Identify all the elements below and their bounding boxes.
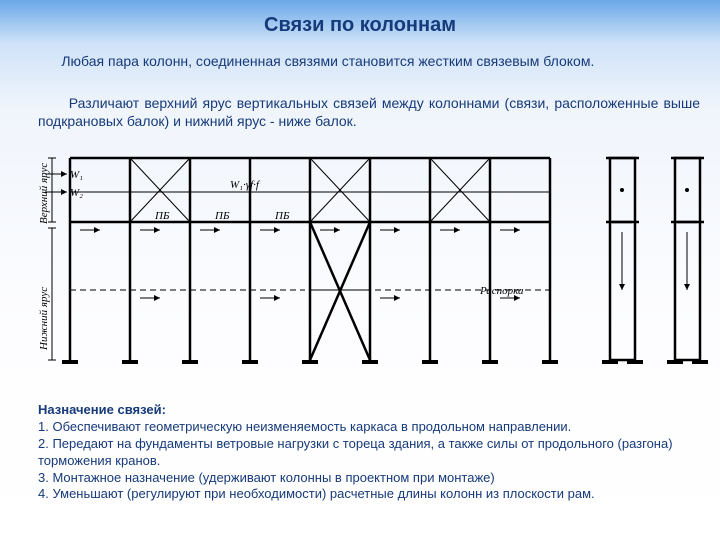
footer-block: Назначение связей: 1. Обеспечивают геоме…	[38, 402, 700, 503]
footer-item-2: 2. Передают на фундаменты ветровые нагру…	[38, 436, 700, 470]
lower-tier-label: Нижний ярус	[38, 250, 50, 350]
svg-text:ПБ: ПБ	[154, 210, 170, 222]
column-bracing-diagram: Верхний ярус Нижний ярус W₁ W₂ W₁·γf·f ПБ ПБ…	[40, 150, 680, 385]
svg-text:ПБ: ПБ	[214, 210, 230, 222]
paragraph-1: Любая пара колонн, соединенная связями с…	[38, 52, 700, 70]
svg-text:W₁·γf·f: W₁·γf·f	[230, 179, 261, 191]
svg-text:W₁: W₁	[70, 169, 83, 181]
svg-text:ПБ: ПБ	[274, 210, 290, 222]
svg-text:Распорка: Распорка	[479, 285, 524, 297]
diagram-svg: W₁ W₂ W₁·γf·f ПБ ПБ ПБ Распорка	[40, 150, 720, 385]
footer-heading: Назначение связей:	[38, 402, 700, 419]
footer-item-1: 1. Обеспечивают геометрическую неизменяе…	[38, 419, 700, 436]
paragraph-1-text: Любая пара колонн, соединенная связями с…	[61, 53, 594, 69]
upper-tier-label: Верхний ярус	[38, 160, 50, 224]
footer-item-3: 3. Монтажное назначение (удерживают коло…	[38, 470, 700, 487]
footer-item-4: 4. Уменьшают (регулируют при необходимос…	[38, 486, 700, 503]
paragraph-2-text: Различают верхний ярус вертикальных связ…	[38, 95, 700, 129]
svg-text:W₂: W₂	[70, 187, 83, 199]
paragraph-2: Различают верхний ярус вертикальных связ…	[38, 94, 700, 130]
slide-title: Связи по колоннам	[0, 14, 720, 37]
